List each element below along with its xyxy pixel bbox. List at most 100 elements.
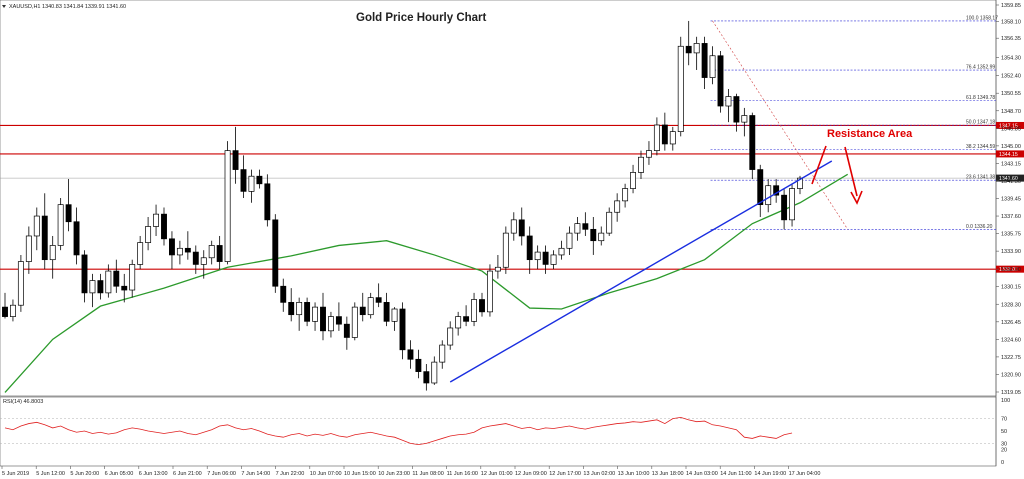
time-tick-label: 6 Jun 05:00 bbox=[105, 471, 134, 477]
bull-candle-body bbox=[312, 306, 319, 322]
time-tick-label: 13 Jun 10:00 bbox=[618, 471, 650, 477]
rsi-tick-label: 50 bbox=[1001, 429, 1007, 435]
bear-candle-body bbox=[773, 185, 780, 196]
bear-candle-body bbox=[399, 308, 406, 351]
rsi-tick-label: 100 bbox=[1001, 398, 1010, 404]
bear-candle-body bbox=[335, 316, 342, 325]
price-tick-label: 1339.45 bbox=[1001, 197, 1021, 203]
time-tick-label: 14 Jun 03:00 bbox=[686, 471, 718, 477]
resistance-1-price-label: 1347.15 bbox=[999, 123, 1018, 129]
bull-candle-body bbox=[606, 211, 613, 234]
bull-candle-body bbox=[153, 213, 159, 227]
bull-candle-body bbox=[709, 55, 716, 78]
bull-candle-body bbox=[129, 264, 136, 291]
bull-candle-body bbox=[645, 150, 652, 158]
bear-candle-body bbox=[685, 45, 692, 54]
time-tick-label: 14 Jun 19:00 bbox=[754, 471, 786, 477]
bear-candle-body bbox=[407, 349, 414, 360]
time-tick-label: 12 Jun 17:00 bbox=[549, 471, 581, 477]
bull-candle-body bbox=[765, 185, 772, 206]
bear-candle-body bbox=[463, 316, 470, 322]
time-tick-label: 10 Jun 15:00 bbox=[344, 471, 376, 477]
bear-candle-body bbox=[320, 306, 326, 332]
price-tick-label: 1343.15 bbox=[1001, 161, 1021, 167]
bull-candle-body bbox=[574, 223, 581, 234]
symbol-info: XAUUSD,H1 1340.83 1341.84 1339.91 1341.6… bbox=[9, 4, 126, 10]
bear-candle-body bbox=[73, 221, 80, 256]
trendline-layer bbox=[449, 160, 833, 383]
bear-candle-body bbox=[661, 124, 668, 145]
bear-candle-body bbox=[701, 43, 708, 78]
bear-candle-body bbox=[256, 175, 263, 185]
bear-candle-body bbox=[65, 204, 72, 223]
bear-candle-body bbox=[272, 219, 279, 287]
bull-candle-body bbox=[494, 266, 501, 272]
price-tick-label: 1330.15 bbox=[1001, 285, 1021, 291]
moving-average-line bbox=[4, 173, 849, 393]
bear-candle-body bbox=[518, 219, 525, 237]
symbol-dropdown-icon[interactable] bbox=[2, 5, 6, 8]
bull-candle-body bbox=[630, 172, 637, 189]
bull-candle-body bbox=[669, 131, 676, 145]
bull-candle-body bbox=[145, 226, 152, 243]
bull-candle-body bbox=[89, 280, 96, 294]
candles-layer bbox=[2, 20, 803, 391]
time-tick-label: 17 Jun 04:00 bbox=[789, 471, 821, 477]
time-tick-label: 12 Jun 09:00 bbox=[515, 471, 547, 477]
support-price-label: 1332.00 bbox=[999, 267, 1018, 273]
bull-candle-body bbox=[653, 124, 660, 151]
price-tick-label: 1320.90 bbox=[1001, 372, 1021, 378]
bear-candle-body bbox=[113, 270, 120, 287]
bear-candle-body bbox=[781, 194, 788, 221]
bull-candle-body bbox=[10, 304, 16, 317]
price-tick-label: 1332.00 bbox=[1001, 267, 1021, 273]
price-tick-label: 1319.05 bbox=[1001, 390, 1021, 396]
time-tick-label: 5 Jun 12:00 bbox=[36, 471, 65, 477]
rsi-pane bbox=[0, 396, 997, 467]
time-tick-label: 5 Jun 2019 bbox=[2, 471, 29, 477]
bull-candle-body bbox=[105, 270, 112, 294]
time-tick-label: 10 Jun 07:00 bbox=[310, 471, 342, 477]
bear-candle-body bbox=[757, 169, 764, 206]
price-tick-label: 1356.35 bbox=[1001, 36, 1021, 42]
fib-level-label: 100.0 1358.17 bbox=[966, 15, 998, 21]
bear-candle-body bbox=[582, 223, 589, 230]
time-tick-label: 7 Jun 22:00 bbox=[276, 471, 305, 477]
time-tick-label: 6 Jun 21:00 bbox=[173, 471, 202, 477]
bull-candle-body bbox=[725, 96, 732, 107]
resistance-2-price-tag bbox=[996, 150, 1024, 158]
bear-candle-body bbox=[590, 228, 597, 242]
price-tick-label: 1348.70 bbox=[1001, 109, 1021, 115]
price-tick-label: 1322.75 bbox=[1001, 355, 1021, 361]
bear-candle-body bbox=[216, 245, 223, 262]
rsi-line bbox=[4, 416, 793, 446]
fib-level-label: 38.2 1344.59 bbox=[966, 144, 995, 150]
bear-candle-body bbox=[2, 306, 8, 317]
time-tick-label: 13 Jun 02:00 bbox=[583, 471, 615, 477]
price-tick-label: 1335.75 bbox=[1001, 232, 1021, 238]
moving-average-layer bbox=[4, 173, 849, 393]
time-tick-label: 7 Jun 06:00 bbox=[207, 471, 236, 477]
price-tick-label: 1346.85 bbox=[1001, 126, 1021, 132]
price-tick-label: 1337.60 bbox=[1001, 214, 1021, 220]
rsi-tick-label: 30 bbox=[1001, 441, 1007, 447]
bull-candle-body bbox=[789, 188, 796, 221]
price-tick-label: 1328.30 bbox=[1001, 302, 1021, 308]
bull-candle-body bbox=[598, 232, 605, 242]
bull-candle-body bbox=[391, 308, 398, 322]
bull-candle-body bbox=[208, 245, 215, 259]
bull-candle-body bbox=[550, 254, 557, 265]
bear-candle-body bbox=[749, 115, 756, 170]
bull-candle-body bbox=[296, 302, 303, 316]
bear-candle-body bbox=[375, 297, 382, 303]
bull-candle-body bbox=[693, 43, 700, 54]
fib-level-label: 50.0 1347.18 bbox=[966, 120, 995, 126]
bull-candle-body bbox=[638, 156, 644, 173]
bull-candle-body bbox=[328, 316, 334, 332]
bull-candle-body bbox=[25, 235, 32, 262]
bear-candle-body bbox=[415, 358, 422, 372]
bear-candle-body bbox=[542, 251, 549, 265]
bull-candle-body bbox=[455, 316, 462, 329]
price-tick-label: 1324.60 bbox=[1001, 337, 1021, 343]
